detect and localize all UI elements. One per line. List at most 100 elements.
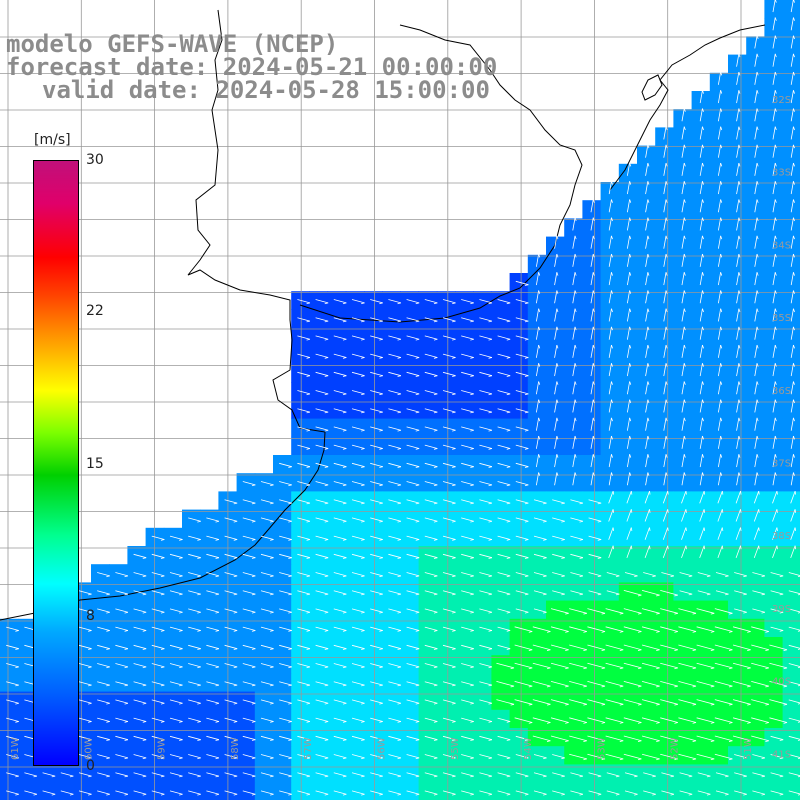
wind-arrow-head [756, 162, 759, 167]
wind-arrow-head [124, 721, 129, 723]
wind-arrow [515, 735, 529, 741]
wind-arrow-head [124, 630, 129, 632]
wind-arrow-head [779, 775, 784, 778]
wind-arrow-head [288, 611, 292, 614]
wind-arrow [699, 272, 703, 286]
wind-arrow-head [615, 575, 620, 578]
wind-arrow-head [33, 775, 38, 778]
wind-arrow-head [361, 302, 365, 305]
wind-arrow-head [546, 649, 551, 651]
wind-arrow [681, 454, 685, 468]
wind-arrow [279, 481, 292, 486]
wind-arrow [754, 126, 758, 140]
wind-arrow [260, 517, 274, 522]
wind-arrow-head [774, 435, 777, 440]
wind-arrow [133, 681, 147, 686]
wind-arrow-head [488, 466, 493, 468]
wind-arrow-head [688, 793, 693, 796]
wind-arrow-head [233, 575, 238, 578]
wind-arrow-head [179, 793, 183, 796]
wind-arrow [587, 717, 606, 723]
wind-cell [254, 782, 274, 800]
wind-arrow [388, 735, 402, 741]
wind-arrow [641, 681, 660, 687]
wind-arrow-head [574, 363, 577, 367]
wind-arrow-head [251, 648, 256, 650]
wind-arrow [24, 790, 38, 795]
wind-arrow [279, 663, 292, 668]
wind-arrow-head [415, 775, 420, 778]
wind-arrow [97, 644, 110, 650]
wind-arrow-head [397, 320, 402, 323]
wind-arrow-head [665, 235, 668, 240]
wind-arrow-head [488, 520, 493, 523]
wind-arrow-head [665, 199, 668, 203]
wind-arrow-head [779, 575, 784, 578]
wind-arrow [696, 753, 715, 760]
wind-arrow [663, 454, 667, 468]
wind-arrow [660, 735, 678, 742]
wind-arrow-head [738, 326, 741, 331]
wind-arrow-head [728, 612, 733, 615]
wind-arrow-head [251, 502, 256, 505]
wind-arrow [424, 644, 438, 650]
wind-arrow [623, 608, 642, 614]
wind-arrow-head [306, 411, 311, 414]
latitude-label: 39S [772, 604, 791, 615]
wind-arrow [224, 535, 238, 540]
wind-arrow-head [667, 491, 669, 495]
wind-arrow [608, 527, 614, 540]
wind-arrow-head [342, 630, 347, 632]
wind-arrow [645, 344, 649, 358]
wind-arrow [6, 699, 19, 704]
wind-arrow-head [574, 472, 577, 476]
wind-arrow-head [524, 520, 529, 523]
wind-arrow [224, 681, 238, 686]
wind-arrow [497, 754, 511, 759]
wind-arrow [772, 108, 776, 122]
wind-arrow-head [738, 417, 741, 422]
wind-arrow-head [379, 630, 383, 632]
wind-arrow [772, 363, 776, 377]
wind-arrow [97, 590, 110, 595]
wind-arrow-head [288, 721, 292, 723]
wind-arrow [442, 663, 456, 668]
wind-arrow [751, 681, 769, 687]
wind-arrow-head [506, 320, 511, 323]
wind-arrow [370, 644, 383, 650]
wind-arrow [224, 644, 238, 650]
wind-arrow-head [601, 667, 606, 670]
wind-arrow-head [324, 320, 329, 323]
wind-arrow [717, 272, 722, 286]
wind-arrow-head [197, 684, 201, 687]
wind-arrow [788, 590, 800, 595]
wind-arrow-head [656, 703, 660, 706]
wind-arrow-head [721, 491, 724, 495]
wind-arrow-head [415, 539, 420, 541]
wind-arrow-head [756, 363, 759, 367]
wind-arrow [736, 253, 740, 267]
wind-arrow-head [160, 648, 165, 650]
wind-arrow-head [324, 338, 329, 341]
wind-arrow-head [452, 539, 456, 541]
wind-arrow [351, 353, 365, 358]
wind-arrow-head [270, 557, 274, 559]
wind-arrow [754, 272, 758, 286]
wind-arrow-head [702, 162, 704, 167]
wind-arrow-head [510, 667, 515, 670]
wind-arrow [370, 481, 383, 486]
wind-arrow-head [793, 308, 795, 313]
wind-arrow-head [179, 539, 183, 541]
wind-arrow [388, 426, 402, 431]
wind-arrow [279, 717, 292, 722]
wind-arrow-head [637, 612, 642, 615]
wind-arrow-head [288, 775, 292, 778]
wind-arrow-head [665, 381, 668, 385]
wind-arrow-head [433, 630, 438, 632]
wind-arrow [388, 390, 402, 395]
wind-arrow-head [774, 90, 777, 94]
wind-arrow-head [415, 429, 420, 432]
wind-arrow-head [779, 630, 784, 632]
wind-arrow [660, 717, 678, 723]
wind-arrow [772, 326, 776, 340]
